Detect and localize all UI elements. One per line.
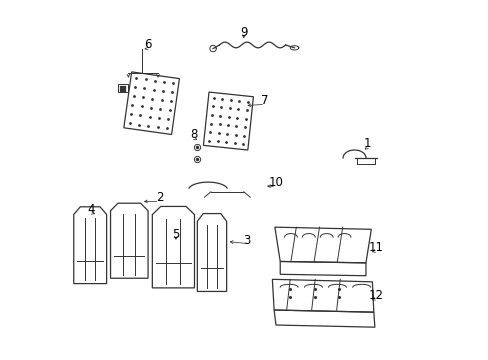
Text: 4: 4 — [88, 203, 95, 216]
Text: 1: 1 — [363, 137, 371, 150]
Text: 10: 10 — [268, 176, 283, 189]
Text: 2: 2 — [155, 192, 163, 204]
Text: 9: 9 — [240, 26, 247, 39]
Text: 11: 11 — [367, 240, 383, 254]
Text: 3: 3 — [243, 234, 250, 247]
Text: 7: 7 — [261, 94, 268, 107]
Text: 5: 5 — [172, 228, 179, 241]
Text: 12: 12 — [367, 288, 383, 302]
Text: 6: 6 — [144, 39, 151, 51]
Text: 8: 8 — [190, 128, 197, 141]
